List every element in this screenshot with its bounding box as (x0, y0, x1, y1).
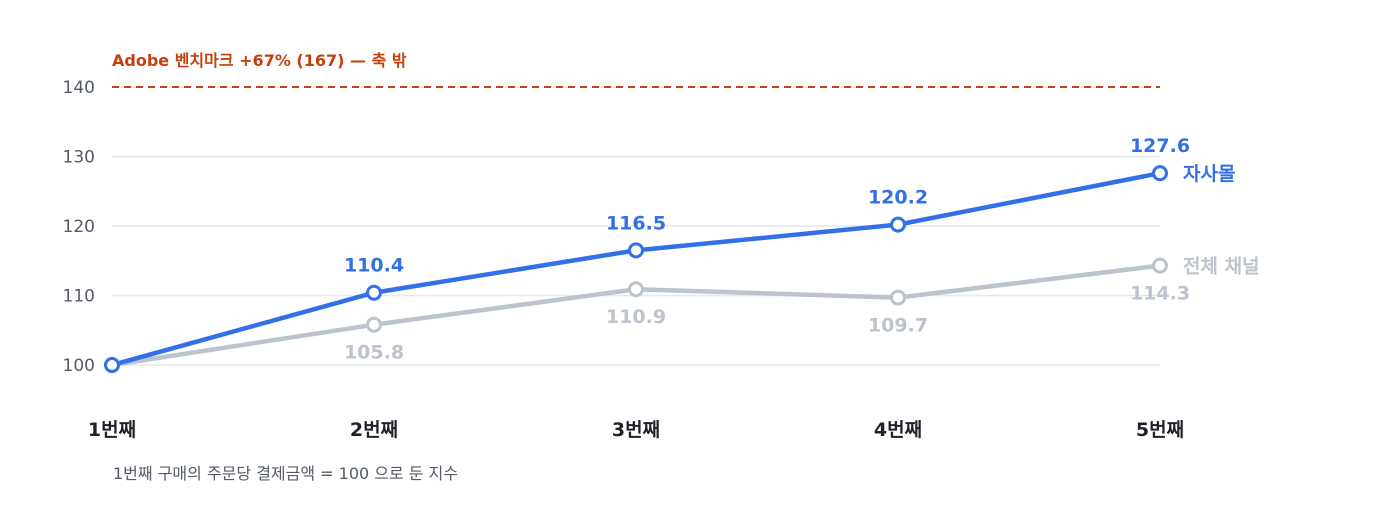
data-point (890, 289, 906, 306)
data-point (890, 216, 906, 233)
data-point (628, 281, 644, 298)
data-point (1152, 257, 1168, 274)
data-point (104, 357, 120, 373)
y-tick-label: 130 (63, 148, 95, 168)
data-label: 114.3 (1130, 283, 1190, 305)
data-point (366, 284, 382, 301)
series-line-own-mall (109, 170, 1163, 368)
y-tick-label: 100 (63, 356, 95, 376)
x-category-label: 3번째 (612, 419, 660, 441)
series-name-label: 전체 채널 (1183, 256, 1260, 278)
data-point (628, 242, 644, 259)
series-name-label: 자사몰 (1183, 163, 1235, 185)
data-point (1152, 165, 1168, 182)
chart-footnote: 1번째 구매의 주문당 결제금액 = 100 으로 둔 지수 (113, 464, 458, 483)
data-label: 116.5 (606, 212, 666, 234)
y-tick-label: 110 (63, 287, 95, 307)
data-label: 109.7 (868, 315, 928, 337)
data-label: 127.6 (1130, 135, 1190, 157)
x-category-label: 2번째 (350, 419, 398, 441)
x-category-label: 4번째 (874, 419, 922, 441)
y-tick-label: 120 (63, 217, 95, 237)
data-label: 110.9 (606, 306, 666, 328)
data-label: 105.8 (344, 342, 404, 364)
x-category-label: 5번째 (1136, 419, 1184, 441)
data-label: 110.4 (344, 255, 404, 277)
data-label: 120.2 (868, 187, 928, 209)
data-point (366, 316, 382, 333)
benchmark-label: Adobe 벤치마크 +67% (167) — 축 밖 (112, 51, 407, 70)
x-category-label: 1번째 (88, 419, 136, 441)
y-tick-label: 140 (63, 78, 95, 98)
